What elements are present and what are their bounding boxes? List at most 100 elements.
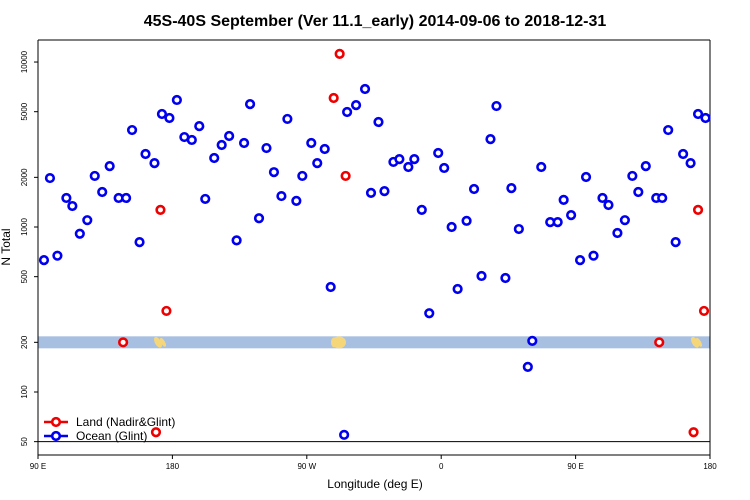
legend-label: Ocean (Glint) — [76, 429, 147, 443]
point — [340, 170, 351, 182]
point — [433, 147, 444, 159]
point — [200, 193, 211, 205]
y-tick-label: 100 — [20, 385, 29, 399]
point — [379, 186, 390, 197]
point — [282, 113, 293, 125]
point — [461, 215, 472, 226]
point — [104, 160, 115, 172]
point — [82, 215, 93, 226]
point — [334, 48, 345, 60]
point — [513, 223, 524, 235]
land-patch — [695, 337, 703, 347]
point — [670, 237, 681, 248]
point — [231, 235, 242, 246]
point — [612, 227, 623, 239]
point — [527, 335, 538, 347]
point — [373, 116, 384, 128]
land-patch — [691, 336, 699, 348]
y-tick-label: 10000 — [20, 50, 29, 73]
point — [268, 167, 280, 178]
point — [506, 183, 517, 194]
point — [156, 108, 168, 120]
point — [640, 160, 651, 172]
point — [342, 106, 353, 118]
point — [297, 170, 308, 182]
legend-marker — [50, 416, 62, 428]
point — [209, 152, 220, 164]
point — [574, 255, 586, 266]
point — [253, 213, 265, 224]
y-tick-label: 200 — [20, 335, 29, 349]
point — [161, 305, 172, 317]
point — [261, 142, 272, 154]
point — [403, 161, 414, 173]
land-patch — [154, 336, 162, 348]
point — [409, 154, 420, 165]
point — [522, 361, 533, 372]
point — [67, 200, 78, 212]
y-tick-label: 50 — [20, 437, 29, 446]
point — [446, 221, 457, 233]
chart-title: 45S-40S September (Ver 11.1_early) 2014-… — [144, 13, 607, 30]
point — [468, 183, 480, 195]
point — [597, 192, 608, 204]
y-tick-label: 500 — [20, 269, 29, 283]
point — [476, 270, 487, 282]
y-axis-label: N Total — [0, 228, 13, 265]
x-tick-label: 90 W — [297, 462, 316, 471]
point — [126, 124, 138, 136]
point — [698, 305, 710, 317]
point — [485, 134, 496, 145]
x-tick-label: 180 — [703, 462, 717, 471]
point — [692, 204, 704, 215]
point — [328, 92, 339, 104]
point — [678, 148, 689, 160]
x-tick-label: 90 E — [567, 462, 583, 471]
x-axis-label: Longitude (deg E) — [327, 477, 422, 491]
point — [491, 100, 502, 112]
point — [61, 192, 72, 204]
point — [244, 98, 256, 110]
point — [566, 210, 577, 221]
point — [350, 100, 362, 111]
x-tick-label: 90 E — [30, 462, 46, 471]
band — [38, 336, 710, 349]
point — [44, 172, 56, 184]
point — [306, 137, 317, 149]
point — [134, 237, 145, 248]
y-tick-label: 1000 — [20, 218, 29, 236]
point — [150, 427, 162, 438]
point — [186, 134, 197, 146]
point — [149, 157, 160, 169]
point — [619, 215, 630, 226]
point — [339, 429, 350, 440]
point — [536, 161, 547, 173]
point — [424, 308, 435, 319]
point — [365, 187, 377, 198]
point — [325, 281, 336, 293]
point — [155, 204, 166, 215]
point — [663, 124, 674, 136]
point — [627, 170, 638, 182]
point — [394, 154, 405, 165]
point — [688, 427, 699, 438]
legend-label: Land (Nadir&Glint) — [76, 415, 175, 429]
y-tick-label: 2000 — [20, 168, 29, 186]
land-patch — [159, 337, 167, 347]
axes: 50 100 200 500 1000 2000 5000 10000 90 E 180 90 W 0… — [20, 39, 717, 471]
point — [164, 112, 175, 124]
point — [558, 194, 569, 205]
point — [500, 272, 511, 284]
x-tick-label: 180 — [166, 462, 180, 471]
point — [89, 170, 100, 182]
point — [603, 199, 614, 211]
point — [319, 143, 330, 155]
point — [312, 157, 323, 169]
point — [654, 337, 665, 348]
point — [238, 137, 250, 149]
point — [657, 192, 668, 204]
x-tick-label: 0 — [439, 462, 444, 471]
land-patch — [331, 337, 337, 348]
point — [552, 217, 563, 228]
